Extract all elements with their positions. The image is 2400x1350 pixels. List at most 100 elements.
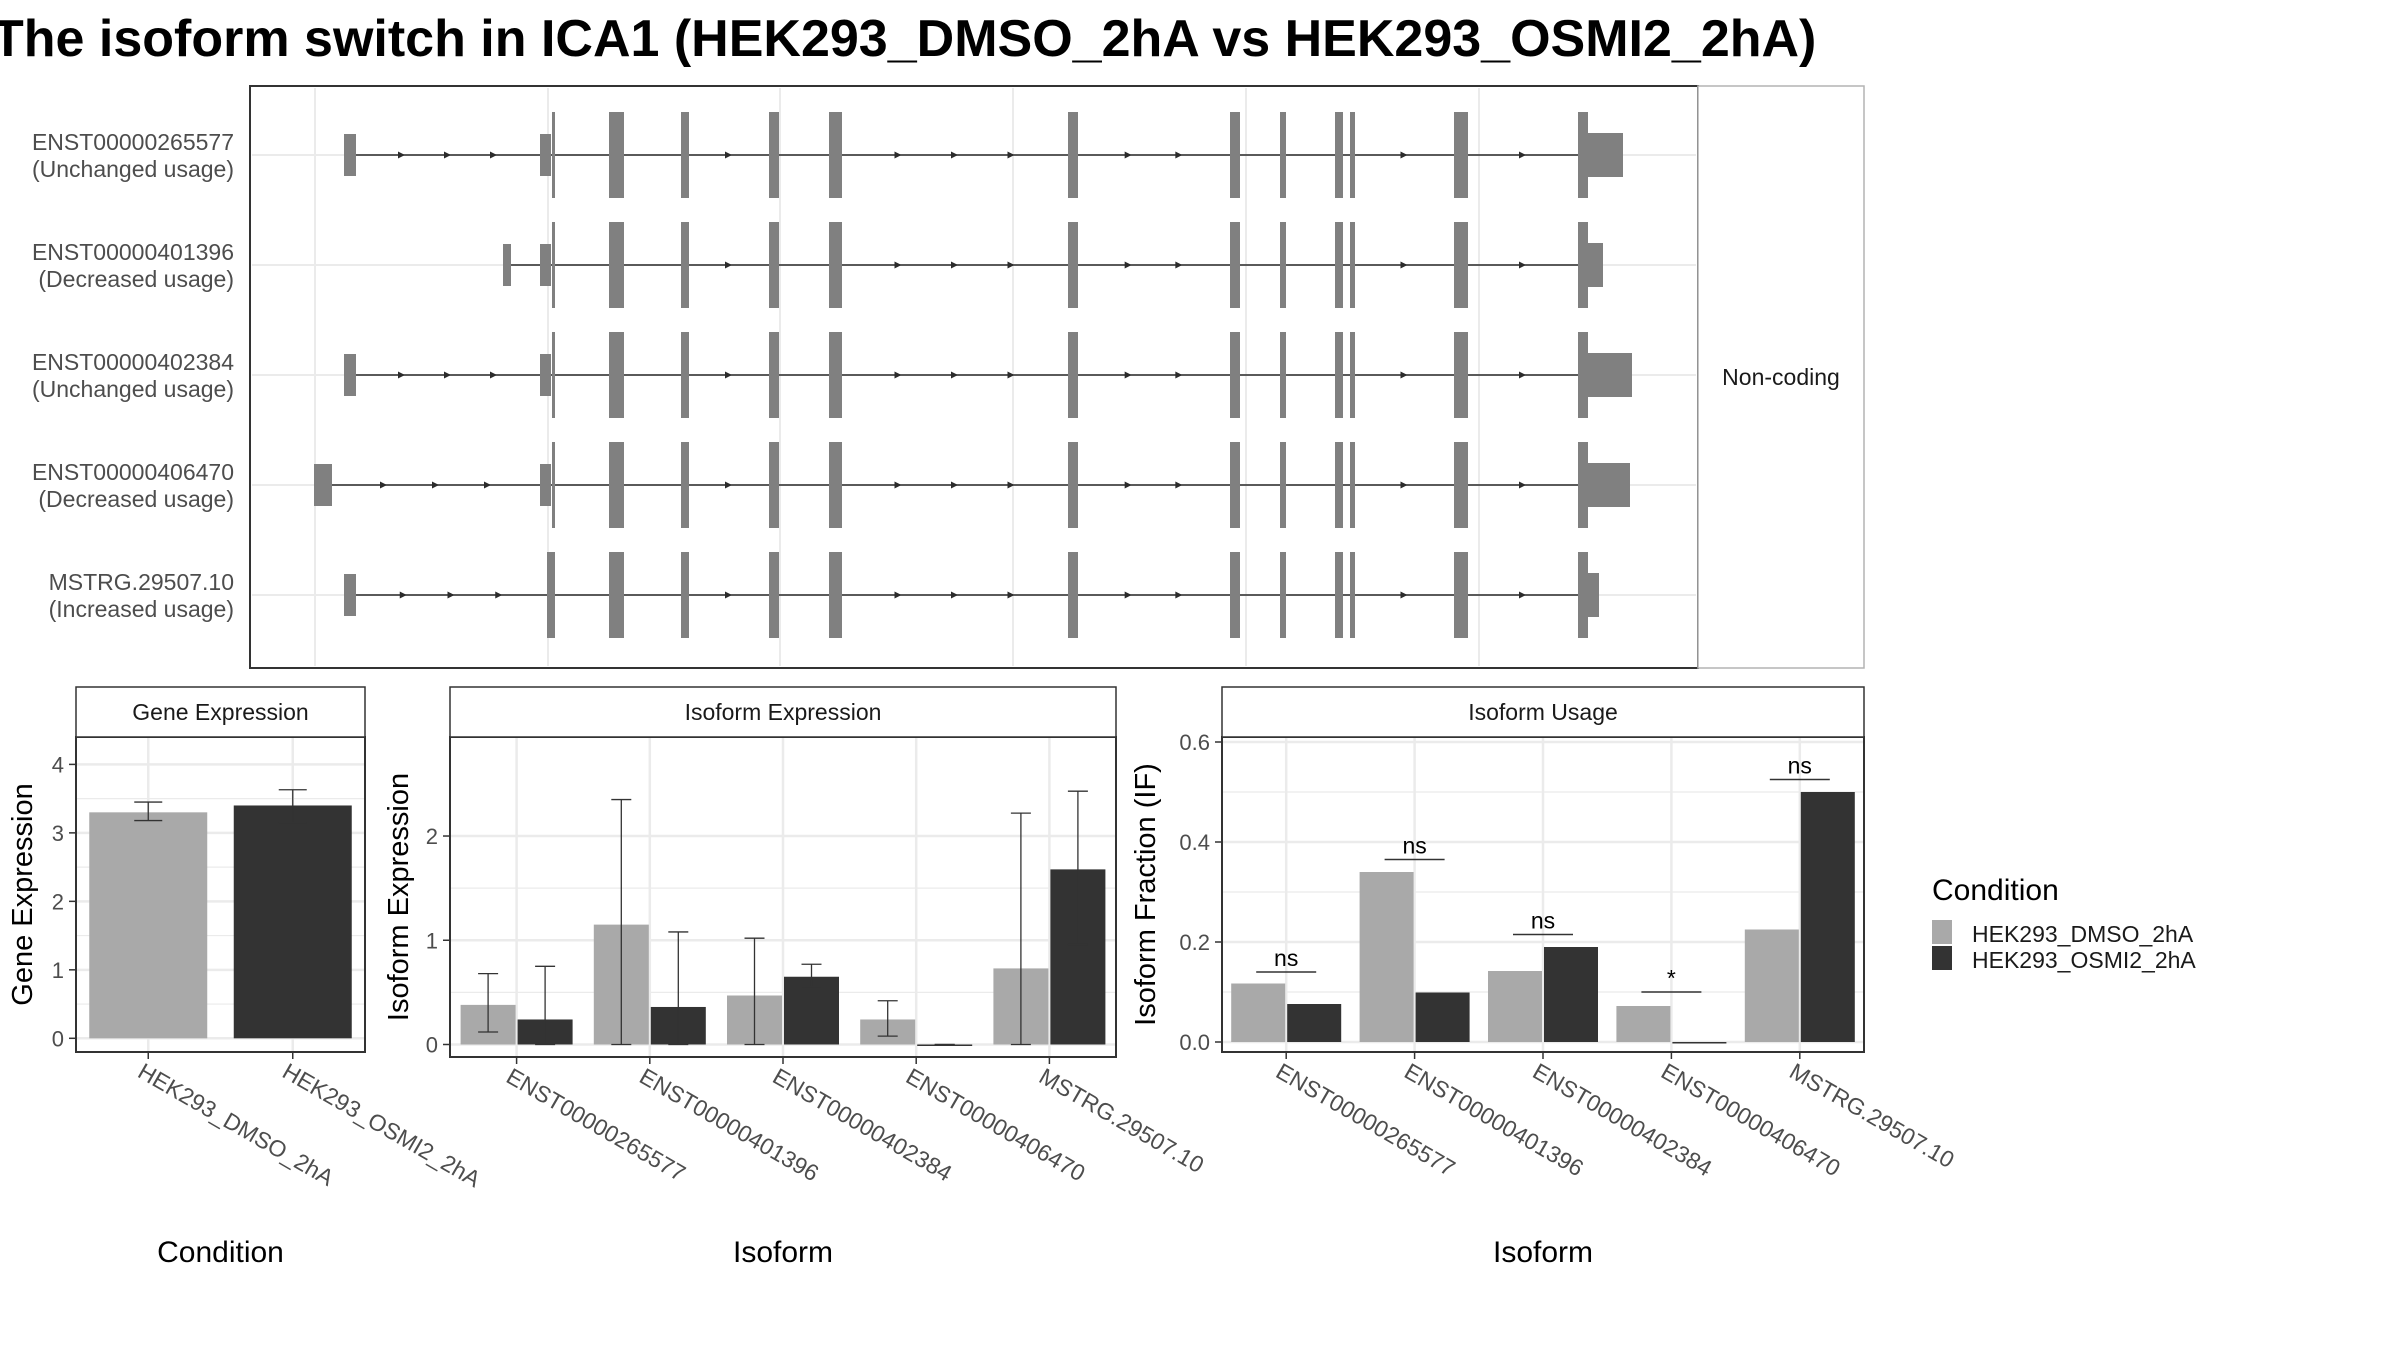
y-tick-label: 3 [52,821,64,846]
bar [1415,992,1470,1042]
transcript-id-label: ENST00000406470 [32,459,234,485]
strip-box [75,686,366,738]
y-axis-title: Isoform Expression [383,773,415,1021]
exon [1578,332,1588,418]
strip-label: Non-coding [1722,364,1840,390]
strip-box [1697,85,1865,669]
x-axis-title: Condition [157,1236,284,1269]
strand-arrow [399,591,407,599]
exon [1230,112,1240,198]
exon [1578,552,1588,638]
strand-arrow [1175,481,1183,489]
strip-box [1221,686,1865,738]
strand-arrow [725,591,732,599]
y-tick-label: 1 [52,958,64,983]
strand-arrow [1175,151,1183,159]
legend-swatch-dmso [1932,920,1952,944]
strand-arrow [725,151,732,159]
bar [784,976,839,1045]
exon [1578,222,1588,308]
strand-arrow [444,151,451,159]
exon [1280,332,1286,418]
exon [1350,332,1355,418]
strand-arrow [1124,481,1132,489]
transcript-track [503,222,1603,308]
strand-arrow [725,481,732,489]
exon [1350,552,1355,638]
exon [769,552,779,638]
strand-arrow [1007,261,1015,269]
strand-arrow [894,151,902,159]
transcript-track [344,112,1623,198]
y-tick-label: 0.2 [1179,930,1210,955]
transcript-panel-border [249,85,1699,669]
exon [1454,112,1468,198]
exon [681,442,689,528]
isoform-expression-chart: Isoform Expression012ENST00000265577ENST… [383,686,1208,1269]
significance-label: ns [1274,945,1298,971]
y-tick-label: 2 [426,824,438,849]
bar [1544,947,1598,1042]
strand-arrow [1124,371,1132,379]
strand-arrow [725,371,732,379]
exon [314,464,332,506]
exon [609,332,624,418]
exon [681,222,689,308]
transcript-id-label: ENST00000402384 [32,349,234,375]
exon [1068,552,1078,638]
exon [1280,112,1286,198]
significance-label: ns [1788,753,1812,779]
strand-arrow [725,261,732,269]
legend-label-osmi2: HEK293_OSMI2_2hA [1972,947,2196,973]
strand-arrow [894,591,902,599]
transcript-usage-label: (Unchanged usage) [32,376,234,402]
exon [1230,332,1240,418]
transcript-usage-label: (Decreased usage) [38,266,234,292]
exon [769,332,779,418]
exon [1068,332,1078,418]
exon [1350,112,1355,198]
transcript-usage-label: (Increased usage) [49,596,234,622]
strip-box [449,686,1117,738]
exon [344,574,356,616]
exon [540,134,551,176]
exon [1350,222,1355,308]
bar [1744,929,1799,1042]
strand-arrow [894,371,902,379]
strand-arrow [1007,591,1015,599]
strand-arrow [1175,261,1183,269]
strand-arrow [1124,151,1132,159]
strand-arrow [444,371,451,379]
exon [609,112,624,198]
strand-arrow [951,151,958,159]
strand-arrow [1519,371,1526,379]
exon [609,222,624,308]
exon [1068,112,1078,198]
exon [829,442,842,528]
y-tick-label: 2 [52,889,64,914]
exon [681,552,689,638]
strand-arrow [951,591,958,599]
exon [1350,442,1355,528]
bar [1488,971,1542,1042]
exon [1230,552,1240,638]
strand-arrow [1400,151,1408,159]
strand-arrow [894,261,902,269]
legend: Condition HEK293_DMSO_2hA HEK293_OSMI2_2… [1932,874,2196,973]
strand-arrow [1519,481,1526,489]
exon [829,222,842,308]
exon [769,442,779,528]
exon [769,222,779,308]
transcript-id-label: ENST00000265577 [32,129,234,155]
strand-arrow [951,371,958,379]
strand-arrow [1400,481,1408,489]
legend-title: Condition [1932,874,2059,907]
strand-arrow [1519,591,1526,599]
bar [917,1044,973,1046]
exon [344,134,356,176]
strand-arrow [398,371,405,379]
legend-label-dmso: HEK293_DMSO_2hA [1972,921,2194,947]
exon [681,112,689,198]
exon [552,222,555,308]
exon [1335,332,1343,418]
